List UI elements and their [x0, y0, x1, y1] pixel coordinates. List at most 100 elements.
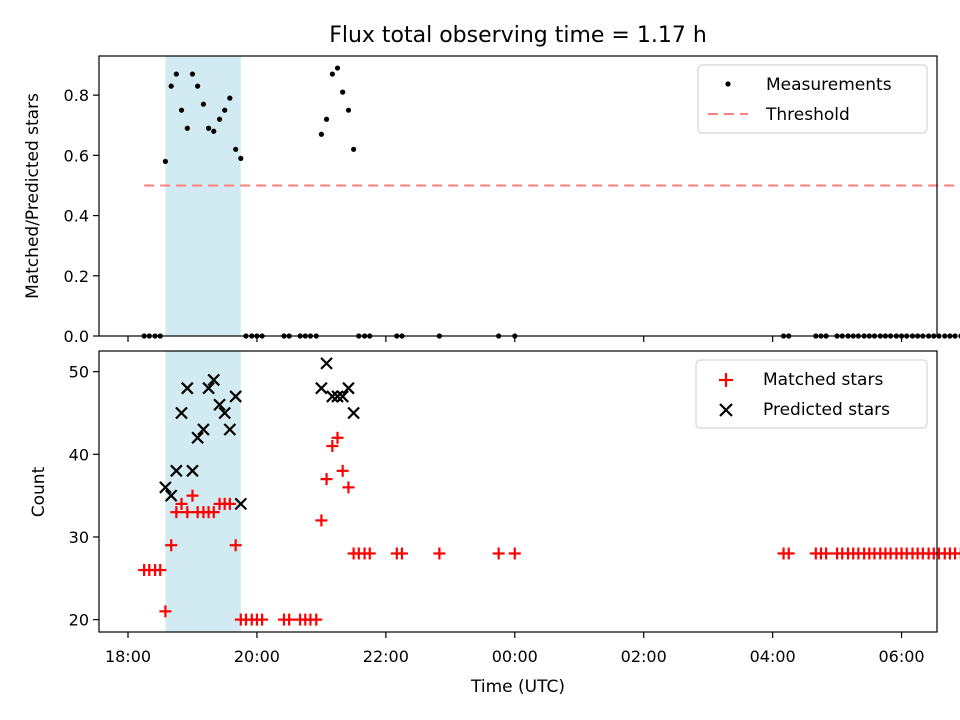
measurement-point [318, 131, 324, 137]
matched-star-point [954, 547, 960, 560]
predicted-star-point [347, 406, 360, 420]
matched-star-point [181, 506, 194, 519]
matched-star-point [508, 547, 521, 560]
measurement-point [936, 333, 942, 339]
top-plot-frame [98, 55, 938, 337]
measurement-point [334, 65, 341, 71]
matched-star-point [782, 547, 795, 560]
chart-title: Flux total observing time = 1.17 h [329, 23, 707, 48]
predicted-star-point [336, 390, 349, 403]
bottom-y-ticks: 20 30 40 50 [69, 363, 99, 630]
matched-star-point [154, 564, 167, 577]
predicted-star-point [223, 423, 237, 436]
measurement-point [184, 125, 190, 131]
x-tick-label: 02:00 [621, 647, 667, 666]
measurement-point [952, 333, 958, 339]
legend-matched-marker [719, 373, 733, 387]
y-tick-label: 40 [69, 445, 89, 464]
panel-top: 0.00.20.40.60.8 Matched/Predicted stars … [23, 55, 960, 346]
legend-predicted-label: Predicted stars [763, 400, 890, 420]
y-tick-label: 0.8 [64, 86, 89, 105]
measurement-point [195, 83, 201, 89]
predicted-star-point [229, 390, 242, 403]
legend-measurements-label: Measurements [766, 75, 892, 95]
matched-star-point [820, 547, 833, 560]
measurement-point [205, 125, 212, 131]
matched-star-point [175, 497, 188, 510]
bottom-legend: Matched stars Predicted stars [695, 359, 928, 429]
measurement-point [227, 95, 233, 101]
top-y-ticks: 0.0 0.2 0.4 0.6 0.8 [64, 86, 99, 346]
predicted-stars-points [159, 357, 360, 511]
bottom-y-axis-label: Count [29, 466, 49, 517]
measurement-point [162, 158, 168, 164]
predicted-star-point [191, 431, 204, 445]
predicted-star-point [207, 373, 221, 387]
bottom-legend-box [695, 359, 928, 429]
measurement-point [216, 116, 223, 122]
y-tick-label: 20 [69, 611, 89, 630]
x-tick-label: 00:00 [492, 647, 538, 666]
y-tick-label: 0.2 [64, 267, 89, 286]
predicted-star-point [181, 381, 194, 395]
predicted-star-point [342, 381, 355, 395]
measurement-point [329, 71, 335, 77]
measurement-point [340, 89, 346, 95]
matched-star-point [256, 613, 269, 626]
predicted-star-point [326, 390, 339, 403]
x-tick-label: 06:00 [878, 647, 924, 666]
predicted-star-point [164, 489, 178, 502]
bottom-plot-frame [98, 350, 938, 633]
measurement-point [222, 107, 228, 113]
matched-star-point [170, 506, 183, 519]
matched-star-point [363, 547, 376, 560]
top-legend-box [697, 64, 928, 134]
matched-star-point [159, 605, 172, 618]
matched-star-point [395, 547, 408, 560]
predicted-star-point [213, 398, 226, 411]
x-tick-label: 20:00 [234, 647, 280, 666]
legend-threshold-label: Threshold [765, 105, 850, 125]
matched-star-point [326, 440, 339, 453]
y-tick-label: 0.6 [64, 146, 89, 165]
predicted-star-point [315, 381, 328, 395]
measurement-point [173, 71, 179, 77]
x-tick-label: 04:00 [750, 647, 796, 666]
panel-bottom: 20 30 40 50 18:00 20:00 22:00 00:00 02:00 04:00 0… [29, 350, 960, 697]
measurement-point [189, 71, 196, 77]
predicted-star-point [234, 497, 248, 511]
matched-star-point [331, 431, 344, 444]
matched-star-point [207, 506, 220, 519]
matched-star-point [315, 514, 328, 527]
matched-stars-points [138, 431, 960, 626]
x-tick-label: 18:00 [105, 647, 151, 666]
predicted-star-point [159, 481, 172, 494]
matched-star-point [320, 473, 333, 486]
measurement-point [168, 83, 174, 89]
bottom-shaded-span [165, 351, 241, 632]
measurement-point [233, 146, 239, 152]
measurement-point [323, 116, 330, 122]
predicted-star-point [175, 406, 188, 420]
x-tick-label: 22:00 [363, 647, 409, 666]
measurement-point [238, 155, 244, 161]
measurement-point [200, 101, 207, 107]
predicted-star-point [202, 381, 215, 395]
measurement-point [351, 146, 357, 152]
predicted-star-point [170, 464, 183, 478]
measurement-point [178, 107, 185, 113]
matched-star-point [186, 489, 199, 502]
measurement-point [942, 333, 948, 339]
x-axis-label: Time (UTC) [470, 677, 565, 697]
predicted-star-point [186, 464, 199, 478]
predicted-star-point [320, 357, 333, 370]
predicted-star-point [218, 406, 231, 420]
legend-measurements-marker [725, 81, 731, 87]
measurement-point [947, 333, 953, 339]
measurement-point [211, 128, 217, 134]
y-tick-label: 0.4 [64, 207, 89, 226]
predicted-star-point [197, 423, 210, 436]
legend-matched-label: Matched stars [763, 370, 883, 390]
measurement-point [345, 107, 352, 113]
y-tick-label: 50 [69, 363, 89, 382]
